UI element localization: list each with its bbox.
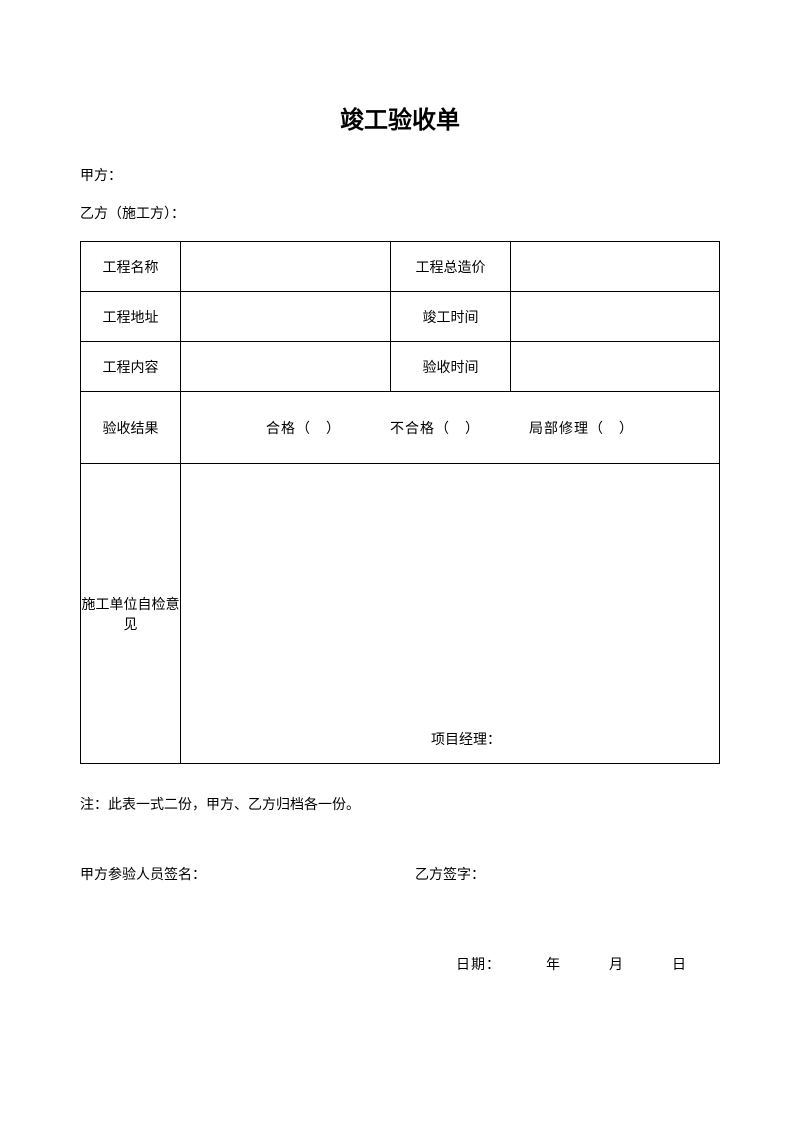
- option-fail[interactable]: 不合格（ ）: [390, 422, 480, 437]
- project-address-value[interactable]: [181, 292, 391, 342]
- party-b-signature-label: 乙方签字：: [385, 864, 720, 884]
- date-month: 月: [609, 958, 627, 973]
- table-row: 工程地址 竣工时间: [81, 292, 720, 342]
- date-label: 日期：: [456, 958, 501, 973]
- date-year: 年: [546, 958, 564, 973]
- total-cost-label: 工程总造价: [391, 242, 511, 292]
- project-manager-label: 项目经理：: [431, 729, 501, 749]
- form-note: 注：此表一式二份，甲方、乙方归档各一份。: [80, 794, 720, 814]
- acceptance-time-value[interactable]: [511, 342, 720, 392]
- option-partial-repair[interactable]: 局部修理（ ）: [529, 422, 634, 437]
- total-cost-value[interactable]: [511, 242, 720, 292]
- completion-time-label: 竣工时间: [391, 292, 511, 342]
- party-a-label: 甲方：: [80, 165, 720, 185]
- table-row: 验收结果 合格（ ） 不合格（ ） 局部修理（ ）: [81, 392, 720, 464]
- project-content-label: 工程内容: [81, 342, 181, 392]
- party-b-label: 乙方（施工方）：: [80, 203, 720, 223]
- project-address-label: 工程地址: [81, 292, 181, 342]
- table-row: 施工单位自检意见 项目经理：: [81, 464, 720, 764]
- project-name-value[interactable]: [181, 242, 391, 292]
- party-a-signature-label: 甲方参验人员签名：: [80, 864, 385, 884]
- document-title: 竣工验收单: [80, 100, 720, 135]
- date-day: 日: [672, 958, 690, 973]
- project-name-label: 工程名称: [81, 242, 181, 292]
- option-pass[interactable]: 合格（ ）: [266, 422, 341, 437]
- acceptance-form-table: 工程名称 工程总造价 工程地址 竣工时间 工程内容 验收时间 验收结果 合格（ …: [80, 241, 720, 764]
- self-inspection-label: 施工单位自检意见: [81, 464, 181, 764]
- result-options-cell: 合格（ ） 不合格（ ） 局部修理（ ）: [181, 392, 720, 464]
- table-row: 工程内容 验收时间: [81, 342, 720, 392]
- completion-time-value[interactable]: [511, 292, 720, 342]
- table-row: 工程名称 工程总造价: [81, 242, 720, 292]
- result-label: 验收结果: [81, 392, 181, 464]
- self-inspection-cell[interactable]: 项目经理：: [181, 464, 720, 764]
- acceptance-time-label: 验收时间: [391, 342, 511, 392]
- project-content-value[interactable]: [181, 342, 391, 392]
- signature-row: 甲方参验人员签名： 乙方签字：: [80, 864, 720, 884]
- date-line: 日期： 年 月 日: [80, 954, 720, 974]
